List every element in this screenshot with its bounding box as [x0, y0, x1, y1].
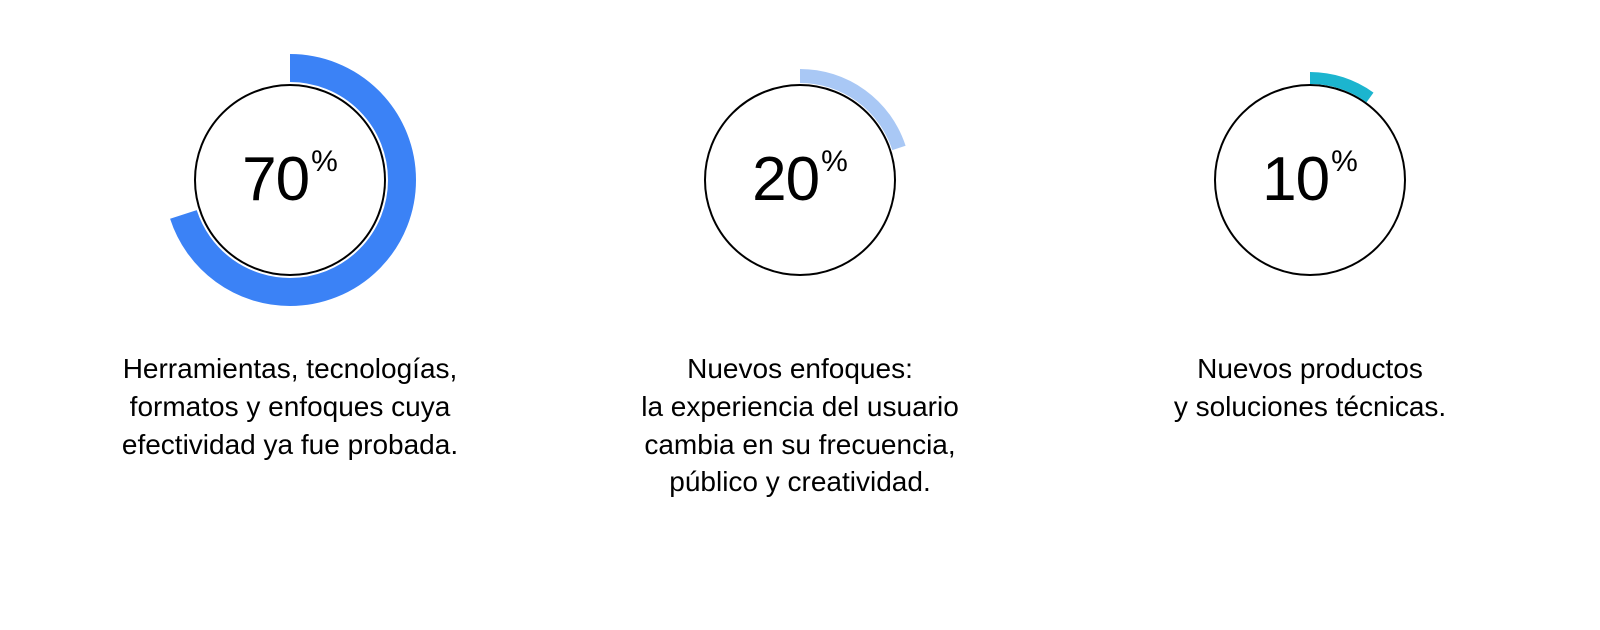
donut-arc: [178, 68, 402, 292]
donut-row: 70 % Herramientas, tecnologías, formatos…: [0, 0, 1600, 501]
donut-caption-1: Nuevos enfoques: la experiencia del usua…: [641, 350, 959, 501]
donut-caption-0: Herramientas, tecnologías, formatos y en…: [122, 350, 458, 463]
donut-card-1: 20 % Nuevos enfoques: la experiencia del…: [590, 50, 1010, 501]
donut-card-0: 70 % Herramientas, tecnologías, formatos…: [80, 50, 500, 463]
donut-arc: [1208, 78, 1412, 282]
donut-base-circle: [705, 85, 895, 275]
donut-base-circle: [1215, 85, 1405, 275]
donut-arc: [696, 76, 904, 284]
donut-chart-2: 10 %: [1180, 50, 1440, 310]
donut-chart-0: 70 %: [160, 50, 420, 310]
donut-chart-1: 20 %: [670, 50, 930, 310]
donut-base-circle: [195, 85, 385, 275]
donut-caption-2: Nuevos productos y soluciones técnicas.: [1174, 350, 1446, 426]
donut-card-2: 10 % Nuevos productos y soluciones técni…: [1100, 50, 1520, 426]
